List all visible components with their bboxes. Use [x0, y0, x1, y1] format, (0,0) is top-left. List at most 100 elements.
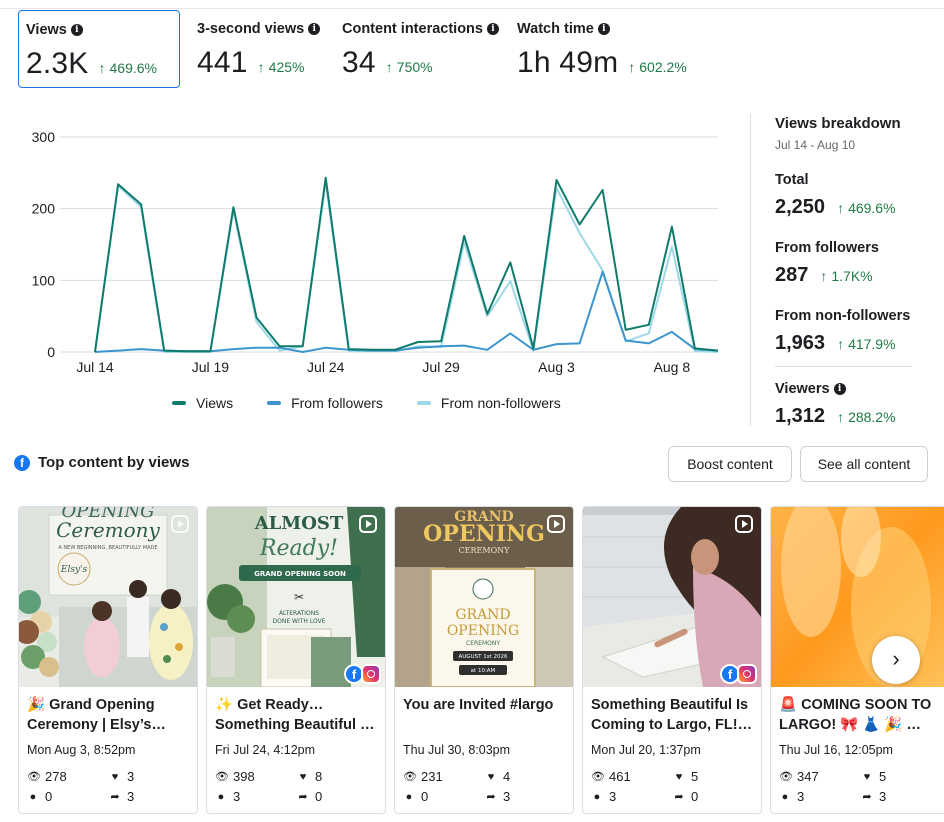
legend-swatch — [267, 401, 282, 405]
thumb-logo-text: Elsy's — [60, 565, 88, 575]
thumbnail-image: OPENING Ceremony A NEW BEGINNING, BEAUTI… — [19, 507, 197, 687]
shares-stat: ➦ 3 — [485, 789, 510, 804]
chevron-right-icon: › — [892, 646, 900, 671]
shares-count: 3 — [127, 789, 135, 804]
content-title: 🎉 Grand Opening Ceremony | Elsy’s… — [27, 695, 191, 735]
content-thumbnail: OPENING Ceremony A NEW BEGINNING, BEAUTI… — [19, 507, 197, 687]
breakdown-change: ↑ 417.9% — [837, 336, 895, 352]
boost-content-button[interactable]: Boost content — [668, 446, 792, 482]
breakdown-viewers-text: Viewers — [775, 381, 830, 397]
breakdown-followers-label: From followers — [775, 240, 879, 256]
views-stat: 👁 461 — [591, 769, 631, 784]
breakdown-value: 1,963 — [775, 332, 826, 354]
facebook-icon: f — [14, 454, 30, 471]
views-line-chart[interactable]: 0 100 200 300 Jul 14 Jul 19 Jul 24 Jul 29 Aug 3 A… — [0, 100, 740, 390]
share-platforms: f — [720, 664, 757, 684]
reel-icon — [359, 515, 377, 533]
top-content-header: f Top content by views — [14, 454, 189, 471]
breakdown-total-label: Total — [775, 172, 809, 188]
x-tick-label: Jul 19 — [192, 359, 230, 375]
x-tick-label: Jul 24 — [307, 359, 345, 375]
info-icon[interactable]: i — [486, 23, 499, 35]
legend-label: From followers — [291, 395, 383, 411]
y-tick-label: 100 — [32, 272, 56, 288]
legend-swatch — [172, 401, 186, 405]
title-line-2: LARGO! 🎀 👗 🎉 … — [779, 717, 921, 733]
breakdown-change-value: 417.9% — [848, 336, 896, 352]
title-line-2: Something Beautiful … — [215, 717, 375, 733]
info-icon[interactable]: i — [597, 23, 610, 35]
heart-icon: ♥ — [863, 770, 871, 783]
breakdown-date-range: Jul 14 - Aug 10 — [775, 138, 856, 152]
share-icon: ➦ — [674, 791, 684, 803]
metric-value: 441 — [197, 46, 248, 79]
carousel-next-button[interactable]: › — [872, 636, 920, 684]
info-icon[interactable]: i — [833, 383, 846, 395]
thumb-text-ceremony-2: CEREMONY — [466, 640, 500, 647]
arrow-up-icon: ↑ — [820, 268, 828, 284]
share-icon: ➦ — [110, 791, 120, 803]
thumb-text-grand: GRAND — [454, 509, 513, 525]
instagram-icon — [361, 664, 381, 684]
info-icon[interactable]: i — [308, 23, 321, 35]
metric-change: ↑ 602.2% — [628, 59, 686, 75]
thumb-text-opening: OPENING — [423, 521, 545, 547]
breakdown-non-followers-row: 1,963 ↑ 417.9% — [775, 332, 896, 355]
legend-item-from-followers[interactable]: From followers — [267, 395, 383, 411]
comment-icon: ● — [217, 790, 225, 803]
shares-count: 3 — [503, 789, 511, 804]
breakdown-change-value: 469.6% — [848, 200, 896, 216]
eye-icon: 👁 — [27, 771, 41, 783]
content-title: You are Invited #largo — [403, 695, 567, 735]
content-card[interactable]: f Something Beautiful Is Coming to Largo,… — [582, 506, 762, 814]
eye-icon: 👁 — [779, 771, 793, 783]
metric-card-3-second-views[interactable]: 3-second views i 441 ↑ 425% — [190, 10, 330, 88]
metric-label: Watch time — [517, 21, 594, 37]
thumbnail-image — [583, 507, 761, 687]
thumb-text-ceremony: CEREMONY — [459, 546, 511, 555]
shares-count: 3 — [879, 789, 887, 804]
share-platforms: f — [344, 664, 381, 684]
thumb-text-tagline: A NEW BEGINNING, BEAUTIFULLY MADE — [58, 545, 157, 551]
thumb-text-time: at 10:AM — [471, 668, 496, 674]
content-thumbnail: GRAND OPENING CEREMONY GRAND OPENING CER… — [395, 507, 573, 687]
share-icon: ➦ — [862, 791, 872, 803]
see-all-content-button[interactable]: See all content — [800, 446, 928, 482]
thumb-text-ceremony: Ceremony — [56, 518, 160, 542]
comments-stat: ● 3 — [779, 789, 805, 804]
breakdown-change: ↑ 469.6% — [837, 200, 895, 216]
likes-count: 5 — [691, 769, 699, 784]
metric-label: Views — [26, 22, 67, 38]
breakdown-followers-row: 287 ↑ 1.7K% — [775, 264, 873, 287]
legend-label: Views — [196, 395, 234, 411]
metric-card-views[interactable]: Views i 2.3K ↑ 469.6% — [18, 10, 180, 88]
content-date: Mon Aug 3, 8:52pm — [27, 743, 136, 757]
shares-stat: ➦ 3 — [861, 789, 886, 804]
content-card[interactable]: OPENING Ceremony A NEW BEGINNING, BEAUTI… — [18, 506, 198, 814]
metric-change: ↑ 750% — [386, 59, 433, 75]
breakdown-value: 287 — [775, 264, 809, 286]
content-card[interactable]: ALMOST Ready! GRAND OPENING SOON ✂ ALTER… — [206, 506, 386, 814]
legend-item-from-non-followers[interactable]: From non-followers — [416, 395, 561, 411]
breakdown-separator — [775, 366, 912, 367]
metric-value: 2.3K — [26, 47, 89, 80]
series-line-views — [94, 176, 719, 353]
comments-count: 0 — [45, 789, 53, 804]
share-icon: ➦ — [486, 791, 496, 803]
views-stat: 👁 398 — [215, 769, 255, 784]
metric-card-content-interactions[interactable]: Content interactions i 34 ↑ 750% — [335, 10, 505, 88]
title-line-1: 🎉 Grand Opening — [27, 697, 155, 713]
metric-card-watch-time[interactable]: Watch time i 1h 49m ↑ 602.2% — [510, 10, 720, 88]
metric-label: 3-second views — [197, 21, 305, 37]
top-content-title: Top content by views — [38, 454, 190, 471]
views-stat: 👁 278 — [27, 769, 67, 784]
content-card[interactable]: GRAND OPENING CEREMONY GRAND OPENING CER… — [394, 506, 574, 814]
x-tick-label: Jul 29 — [422, 359, 460, 375]
arrow-up-icon: ↑ — [98, 60, 106, 76]
eye-icon: 👁 — [403, 771, 417, 783]
x-tick-label: Aug 3 — [538, 359, 575, 375]
thumb-text-grand-opening-soon: GRAND OPENING SOON — [254, 570, 346, 578]
title-line-1: 🚨 COMING SOON TO — [779, 697, 932, 713]
info-icon[interactable]: i — [70, 24, 83, 36]
legend-item-views[interactable]: Views — [172, 395, 233, 411]
